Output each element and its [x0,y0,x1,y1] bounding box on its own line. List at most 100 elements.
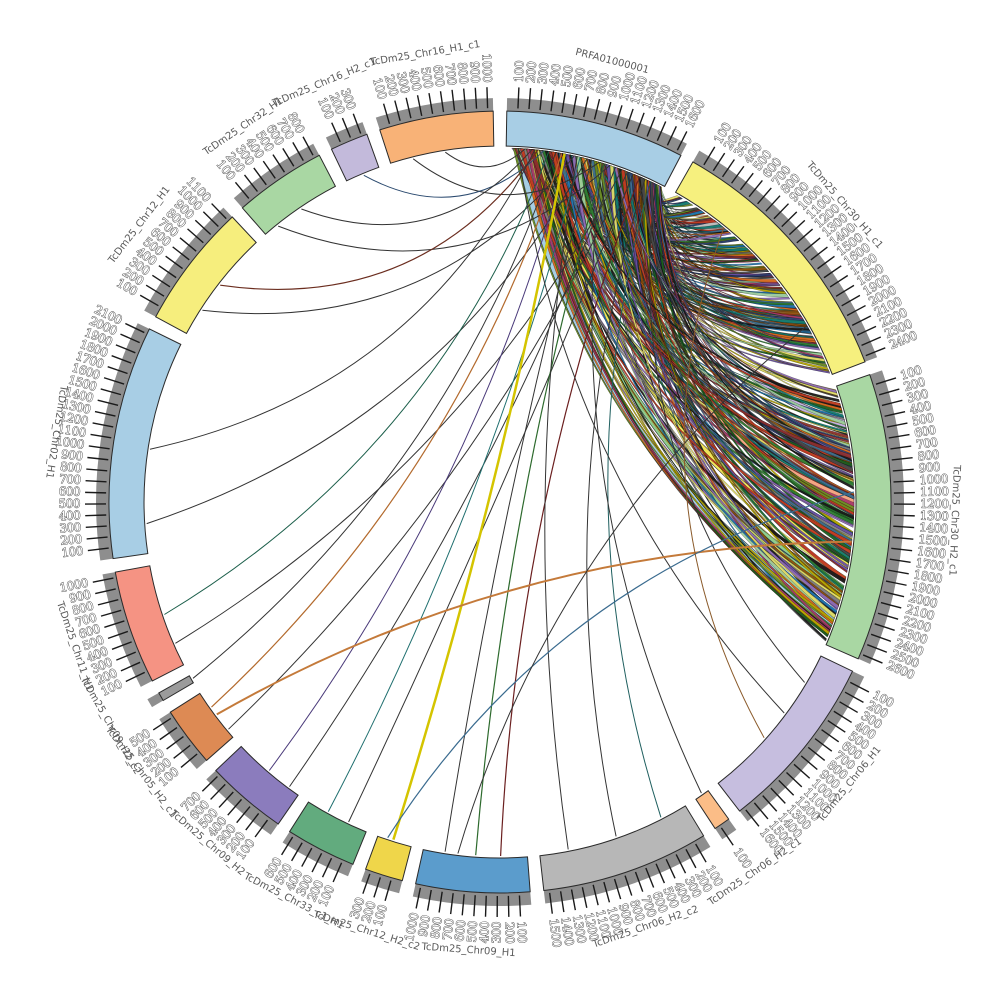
tick-mark [384,880,392,901]
tick-mark [712,152,726,172]
tick-mark [890,445,912,450]
tick-mark [885,580,907,586]
tick-label: 700 [443,63,459,86]
outer-band-TcDm25_Chr12_H2_c2 [361,869,403,894]
tick-mark [887,569,909,575]
single-link [211,153,563,708]
tick-mark [539,89,543,111]
tick-mark [753,802,769,820]
tick-mark [92,577,114,583]
tick-label: 300 [394,70,412,94]
tick-label: 1400 [919,520,948,536]
tick-mark [757,187,772,205]
tick-mark [165,255,183,270]
tick-label: 1000 [55,434,85,452]
tick-mark [583,96,589,118]
outer-band-TcDm25_Chr02_H1 [96,323,150,561]
tick-mark [624,875,633,896]
tick-label: 500 [418,66,435,89]
tick-label: 400 [59,508,81,523]
tick-label: 200 [382,73,401,97]
tick-mark [94,410,116,417]
tick-label: 700 [638,894,659,919]
tick-mark [187,228,204,244]
single-link [146,158,588,525]
tick-mark [438,891,443,913]
tick-mark [332,862,343,883]
tick-mark [770,787,786,804]
tick-mark [125,322,145,334]
tick-mark [829,274,849,288]
tick-mark [210,783,226,800]
tick-mark [891,456,913,461]
bundle-ribbon [528,149,852,459]
tick-mark [236,806,251,824]
tick-mark [486,87,489,109]
bundle-ribbon [536,149,842,601]
segment-arc-TcDm25_Chr16_H1_c1 [379,110,495,164]
tick-label: 200 [502,922,516,944]
tick-label: 100 [731,845,755,871]
tick-label: 1200 [581,911,601,942]
tick-mark [636,112,645,133]
segment-arc-TcDm25_Chr02_H1 [108,328,182,560]
tick-label: 1000 [919,472,948,487]
tick-label: 1600 [916,544,946,561]
tick-mark [92,422,114,428]
tick-mark [331,122,341,143]
tick-mark [892,536,914,540]
tick-label: 800 [71,599,95,618]
tick-mark [180,753,198,768]
tick-mark [765,195,781,212]
tick-mark [428,93,434,114]
tick-mark [615,105,623,126]
outer-band-TcDm25_Chr30_H1_c1 [692,150,878,362]
tick-mark [748,180,763,198]
bundle-ribbon [512,148,832,630]
tick-mark [292,142,304,161]
tick-label: 900 [918,460,940,476]
segment-arc-TcDm25_Chr12_H1 [155,216,257,335]
tick-mark [665,858,676,879]
single-link [348,173,634,823]
tick-mark [888,433,910,439]
tick-label: 600 [59,484,81,498]
bundle-ribbon [571,155,839,610]
outer-band-TcDm25_Chr16_H1_c1 [375,98,494,130]
tick-mark [253,167,267,186]
tick-mark [675,854,687,874]
outer-band-TcDm25_Chr06_H1 [739,671,865,822]
tick-mark [86,536,108,540]
tick-label: 1800 [913,567,944,586]
tick-label: 300 [489,922,503,944]
tick-label: 1500 [918,532,948,548]
tick-label: 1100 [56,422,86,440]
tick-label: 200 [60,532,83,548]
tick-mark [194,219,212,236]
single-link [327,157,581,812]
tick-mark [773,203,790,220]
tick-mark [800,755,818,771]
single-link [475,163,605,856]
tick-label: 1200 [920,497,949,511]
tick-mark [839,701,859,714]
outer-band-TcDm25_Chr32_H1 [233,143,320,208]
bundle-ribbon [590,159,853,543]
tick-mark [625,108,634,130]
tick-label: 500 [59,497,80,511]
tick-label: 600 [913,423,936,440]
tick-label: 200 [523,61,539,83]
tick-mark [827,719,846,733]
single-link [164,151,550,615]
tick-mark [841,294,861,307]
tick-mark [893,480,915,483]
tick-label: 100 [514,921,529,943]
tick-mark [103,377,125,385]
tick-mark [778,779,795,796]
tick-mark [572,94,578,115]
tick-mark [416,95,423,116]
tick-mark [245,812,260,831]
tick-mark [282,148,295,167]
tick-mark [97,399,119,406]
